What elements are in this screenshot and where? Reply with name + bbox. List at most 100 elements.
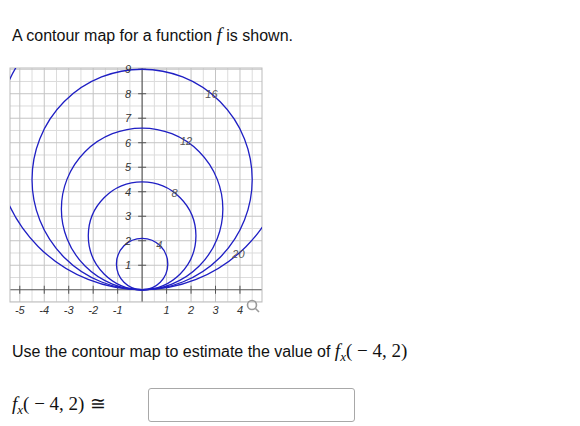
y-tick-label: 7 xyxy=(125,112,132,124)
y-axis xyxy=(142,68,143,302)
minor-grid xyxy=(10,203,262,204)
minor-grid xyxy=(10,179,262,180)
grid-line xyxy=(191,68,192,302)
minor-grid xyxy=(203,68,204,302)
x-tick-label: 1 xyxy=(164,304,170,316)
axes xyxy=(10,68,262,302)
x-tick-label: -1 xyxy=(113,304,123,316)
zoom-handle xyxy=(256,309,260,313)
contour-chart: -5-4-3-2-1123412345678948121620 xyxy=(0,0,580,426)
function-name: f xyxy=(12,393,17,414)
minor-grid xyxy=(10,81,262,82)
minor-grid xyxy=(80,68,81,302)
y-tick xyxy=(138,93,146,94)
grid-line xyxy=(68,68,69,302)
y-tick xyxy=(138,216,146,217)
x-tick-label: -4 xyxy=(39,304,49,316)
minor-grid xyxy=(154,68,155,302)
y-tick-label: 2 xyxy=(124,235,131,247)
contour-line xyxy=(88,182,196,290)
grid-line xyxy=(93,68,94,302)
minor-grid xyxy=(105,68,106,302)
contour-line xyxy=(32,69,252,290)
x-tick xyxy=(68,286,69,294)
grid-line xyxy=(19,68,20,302)
minor-grid xyxy=(178,68,179,302)
x-tick-label: -2 xyxy=(88,304,98,316)
x-tick xyxy=(239,286,240,294)
x-tick xyxy=(93,286,94,294)
grid-line xyxy=(44,68,45,302)
minor-grid xyxy=(10,154,262,155)
level-label: 8 xyxy=(171,187,178,199)
minor-grid xyxy=(10,277,262,278)
zoom-icon xyxy=(248,301,260,313)
plot-frame xyxy=(10,68,262,302)
y-tick xyxy=(138,167,146,168)
grid-line xyxy=(10,167,262,168)
answer-label: fx( − 4, 2) ≅ xyxy=(12,392,106,415)
level-labels: 4 8 12 16 20 xyxy=(156,88,245,260)
y-tick-label: 3 xyxy=(125,210,132,222)
x-tick-label: -3 xyxy=(64,304,75,316)
x-tick xyxy=(19,286,20,294)
contour-line xyxy=(10,68,262,290)
level-label: 20 xyxy=(231,248,245,260)
minor-grid xyxy=(227,68,228,302)
y-tick-label: 4 xyxy=(125,186,131,198)
grid-line xyxy=(117,68,118,302)
grid-line xyxy=(166,68,167,302)
subscript: x xyxy=(340,349,346,364)
level-label: 12 xyxy=(180,135,192,147)
y-tick-label: 6 xyxy=(125,137,132,149)
contour-line xyxy=(61,128,222,290)
minor-grid xyxy=(10,130,262,131)
x-tick-label: 3 xyxy=(212,304,219,316)
grid-line xyxy=(215,68,216,302)
minor-grid xyxy=(10,228,262,229)
grid-line xyxy=(10,93,262,94)
grid-line xyxy=(10,142,262,143)
level-label: 4 xyxy=(156,239,162,251)
function-name: f xyxy=(335,340,340,361)
x-tick xyxy=(44,286,45,294)
x-tick xyxy=(191,286,192,294)
expression: fx( − 4, 2) xyxy=(335,340,407,361)
y-tick-label: 9 xyxy=(125,63,131,75)
contours xyxy=(10,68,262,290)
intro: A contour map for a function f is shown. xyxy=(12,24,293,46)
plot-area xyxy=(10,68,262,302)
intro-text: is shown. xyxy=(222,27,293,44)
question: Use the contour map to estimate the valu… xyxy=(12,340,407,362)
x-tick xyxy=(215,286,216,294)
x-tick-label: -5 xyxy=(15,304,26,316)
question-text: Use the contour map to estimate the valu… xyxy=(12,343,335,360)
approx-symbol: ≅ xyxy=(90,393,106,414)
y-tick-label: 1 xyxy=(125,259,131,271)
arguments: ( − 4, 2) xyxy=(23,393,84,414)
grid-line xyxy=(239,68,240,302)
grid-line xyxy=(10,191,262,192)
grid xyxy=(10,68,262,302)
answer-input[interactable] xyxy=(148,388,355,422)
y-tick-label: 5 xyxy=(125,161,132,173)
expression: fx( − 4, 2) xyxy=(12,393,84,414)
intro-text: f xyxy=(217,24,222,45)
minor-grid xyxy=(56,68,57,302)
y-tick xyxy=(138,265,146,266)
y-tick xyxy=(138,118,146,119)
subscript: x xyxy=(17,402,23,417)
zoom-lens xyxy=(248,301,257,310)
arguments: ( − 4, 2) xyxy=(346,340,407,361)
tick-labels: -5-4-3-2-11234123456789 xyxy=(15,63,243,316)
grid-line xyxy=(10,216,262,217)
grid-line xyxy=(10,240,262,241)
level-label: 16 xyxy=(205,88,218,100)
y-tick xyxy=(138,142,146,143)
y-tick xyxy=(138,191,146,192)
x-tick-label: 4 xyxy=(237,304,243,316)
y-tick-label: 8 xyxy=(125,88,132,100)
intro-text: A contour map for a function xyxy=(12,27,217,44)
y-tick xyxy=(138,240,146,241)
grid-line xyxy=(10,118,262,119)
